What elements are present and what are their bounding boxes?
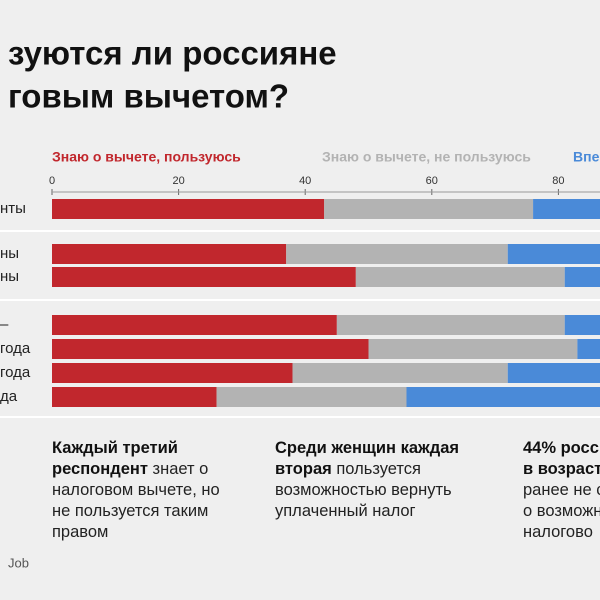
bar-segment — [564, 267, 600, 287]
bar-segment — [533, 199, 600, 219]
bar-segment — [52, 387, 217, 407]
bar-segment — [52, 199, 325, 219]
y-tick-label: да — [0, 388, 18, 405]
note: Каждый третий респондент знает о налогов… — [52, 438, 237, 543]
bar-segment — [52, 244, 287, 264]
bar-segment — [507, 244, 600, 264]
x-tick-label: 40 — [299, 175, 311, 187]
y-tick-label: ны — [0, 268, 19, 285]
legend-label: Знаю о вычете, не пользуюсь — [322, 149, 531, 165]
x-tick-label: 80 — [552, 175, 564, 187]
bar-segment — [52, 363, 293, 383]
bar-segment — [52, 339, 369, 359]
note: 44% росс в возраст ранее не с о возможн … — [523, 438, 600, 543]
bar-segment — [336, 315, 565, 335]
bar-segment — [52, 315, 337, 335]
x-tick-label: 60 — [426, 175, 438, 187]
bar-segment — [368, 339, 578, 359]
note-text: знает о налоговом вычете, но не пользует… — [52, 460, 220, 541]
x-tick-label: 0 — [49, 175, 55, 187]
chart-title: говым вычетом? — [8, 78, 289, 115]
y-tick-label: – — [0, 316, 9, 333]
bar-segment — [52, 267, 356, 287]
bar-segment — [216, 387, 407, 407]
x-tick-label: 20 — [172, 175, 184, 187]
bar-segment — [577, 339, 600, 359]
y-tick-label: нты — [0, 200, 26, 217]
y-tick-label: ны — [0, 245, 19, 262]
source: Job — [8, 555, 29, 570]
bar-segment — [324, 199, 534, 219]
bar-segment — [355, 267, 565, 287]
note-bold: Каждый третий респондент — [52, 439, 178, 478]
bar-segment — [292, 363, 508, 383]
note: Среди женщин каждая вторая пользуется во… — [275, 438, 480, 522]
bar-segment — [507, 363, 600, 383]
y-tick-label: года — [0, 340, 31, 357]
note-bold: Среди женщин каждая вторая — [275, 439, 460, 478]
bar-segment — [406, 387, 600, 407]
note-text: ранее не с о возможн налогово — [523, 481, 600, 541]
y-tick-label: года — [0, 364, 31, 381]
bar-segment — [286, 244, 508, 264]
bar-segment — [564, 315, 600, 335]
legend-label: Впе — [573, 149, 600, 165]
note-text: пользуется возможностью вернуть уплаченн… — [275, 460, 452, 520]
chart-title: зуются ли россияне — [8, 35, 337, 72]
note-bold: 44% росс в возраст — [523, 439, 600, 478]
legend-label: Знаю о вычете, пользуюсь — [52, 149, 241, 165]
